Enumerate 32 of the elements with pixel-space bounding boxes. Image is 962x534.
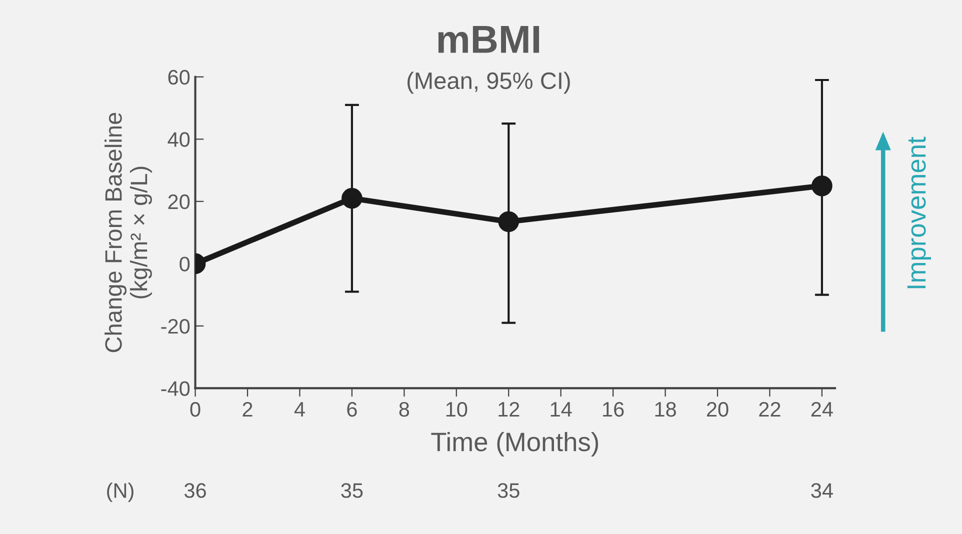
x-tick-label: 0 — [190, 402, 200, 417]
x-tick-label: 16 — [603, 402, 624, 417]
x-tick-label: 4 — [294, 402, 305, 417]
x-tick-label: 18 — [655, 402, 676, 417]
y-tick-label: 60 — [168, 70, 190, 85]
x-tick-label: 2 — [242, 402, 252, 417]
x-tick-label: 6 — [347, 402, 357, 417]
x-tick-label: 24 — [811, 402, 833, 417]
x-axis-title: Time (Months) — [431, 432, 598, 457]
y-tick-label: 40 — [168, 132, 190, 147]
y-tick-label: -40 — [161, 381, 190, 396]
y-axis-title: Change From Baseline (kg/m² × g/L) — [104, 112, 152, 352]
y-tick-label: 0 — [180, 256, 190, 272]
y-tick-label: 20 — [168, 194, 190, 210]
x-tick-label: 14 — [550, 402, 572, 417]
x-tick-label: 10 — [446, 402, 468, 417]
point — [342, 188, 362, 209]
text: 35 — [341, 483, 363, 498]
text: Improvement — [907, 136, 932, 288]
x-tick-label: 20 — [706, 402, 728, 417]
text: 35 — [498, 483, 520, 498]
x-tick-label: 8 — [399, 402, 410, 417]
x-tick-label: 12 — [498, 402, 520, 417]
point — [498, 211, 520, 232]
x-tick-label: 22 — [759, 402, 780, 417]
chart-title: mBMI — [438, 26, 540, 53]
y-tick-label: -20 — [161, 318, 190, 334]
text: (N) — [107, 482, 134, 502]
chart-subtitle: (Mean, 95% CI) — [408, 72, 570, 94]
text: 36 — [184, 483, 206, 498]
text: 34 — [811, 483, 833, 498]
point — [812, 175, 832, 196]
